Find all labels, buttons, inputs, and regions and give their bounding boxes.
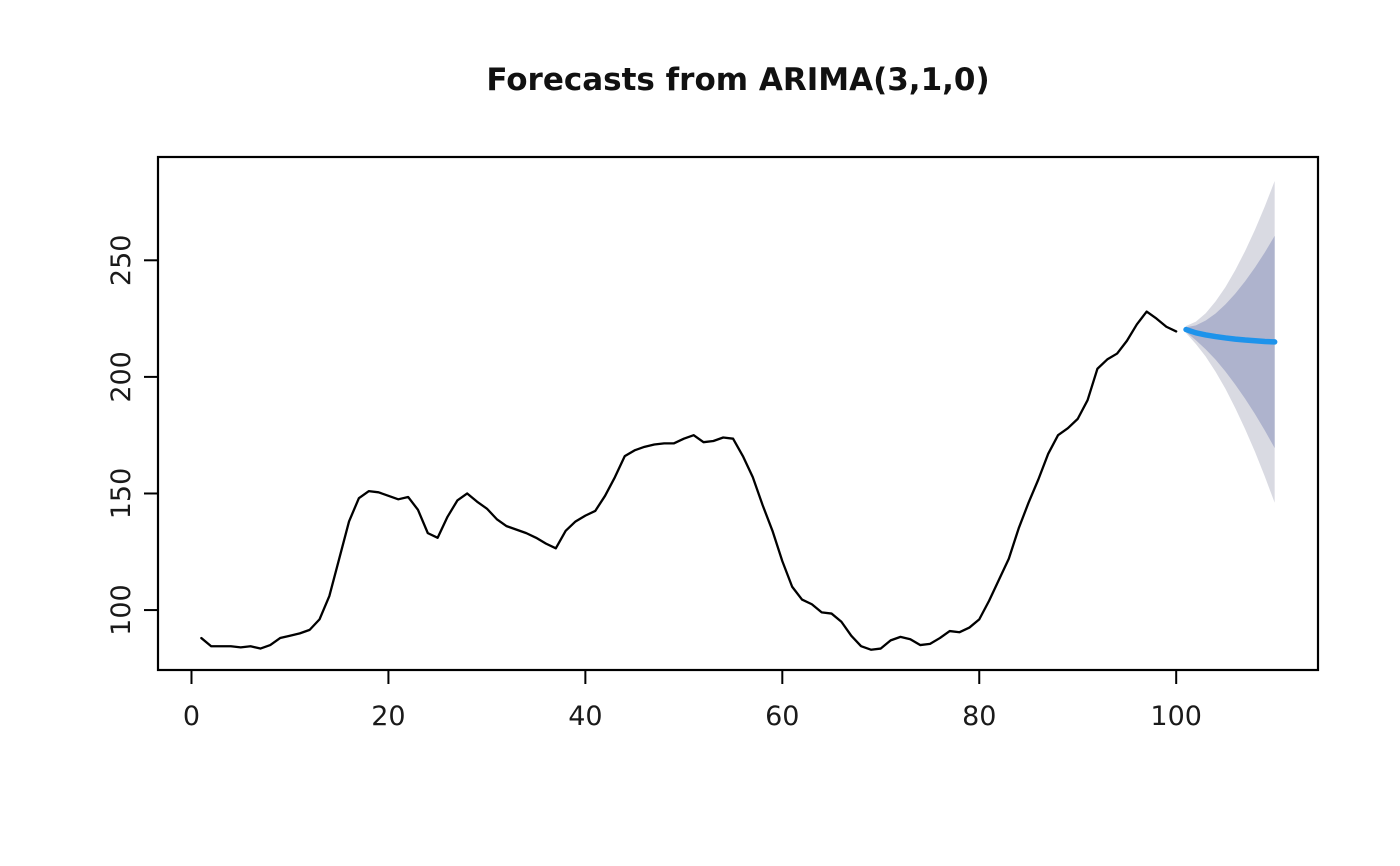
x-tick-label: 60: [765, 701, 799, 732]
plot-frame: [156, 155, 1320, 672]
observed-series-line: [200, 310, 1178, 651]
prediction-interval-bands: [1186, 181, 1275, 503]
y-tick-label: 150: [106, 468, 137, 520]
interval-80-band: [1186, 235, 1275, 449]
x-tick-label: 20: [371, 701, 405, 732]
y-tick-label: 200: [106, 351, 137, 403]
forecast-mean-line: [1183, 326, 1278, 345]
x-tick-label: 100: [1150, 701, 1202, 732]
x-tick-label: 40: [568, 701, 602, 732]
y-tick-label: 100: [106, 584, 137, 636]
chart-title: Forecasts from ARIMA(3,1,0): [486, 62, 989, 98]
x-tick-label: 0: [183, 701, 200, 732]
y-axis: 100 150 200 250: [106, 235, 157, 636]
x-axis: 0 20 40 60 80 100: [183, 671, 1202, 732]
y-tick-label: 250: [106, 235, 137, 287]
x-tick-label: 80: [962, 701, 996, 732]
